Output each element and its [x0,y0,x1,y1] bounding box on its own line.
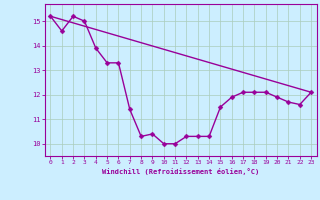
X-axis label: Windchill (Refroidissement éolien,°C): Windchill (Refroidissement éolien,°C) [102,168,260,175]
